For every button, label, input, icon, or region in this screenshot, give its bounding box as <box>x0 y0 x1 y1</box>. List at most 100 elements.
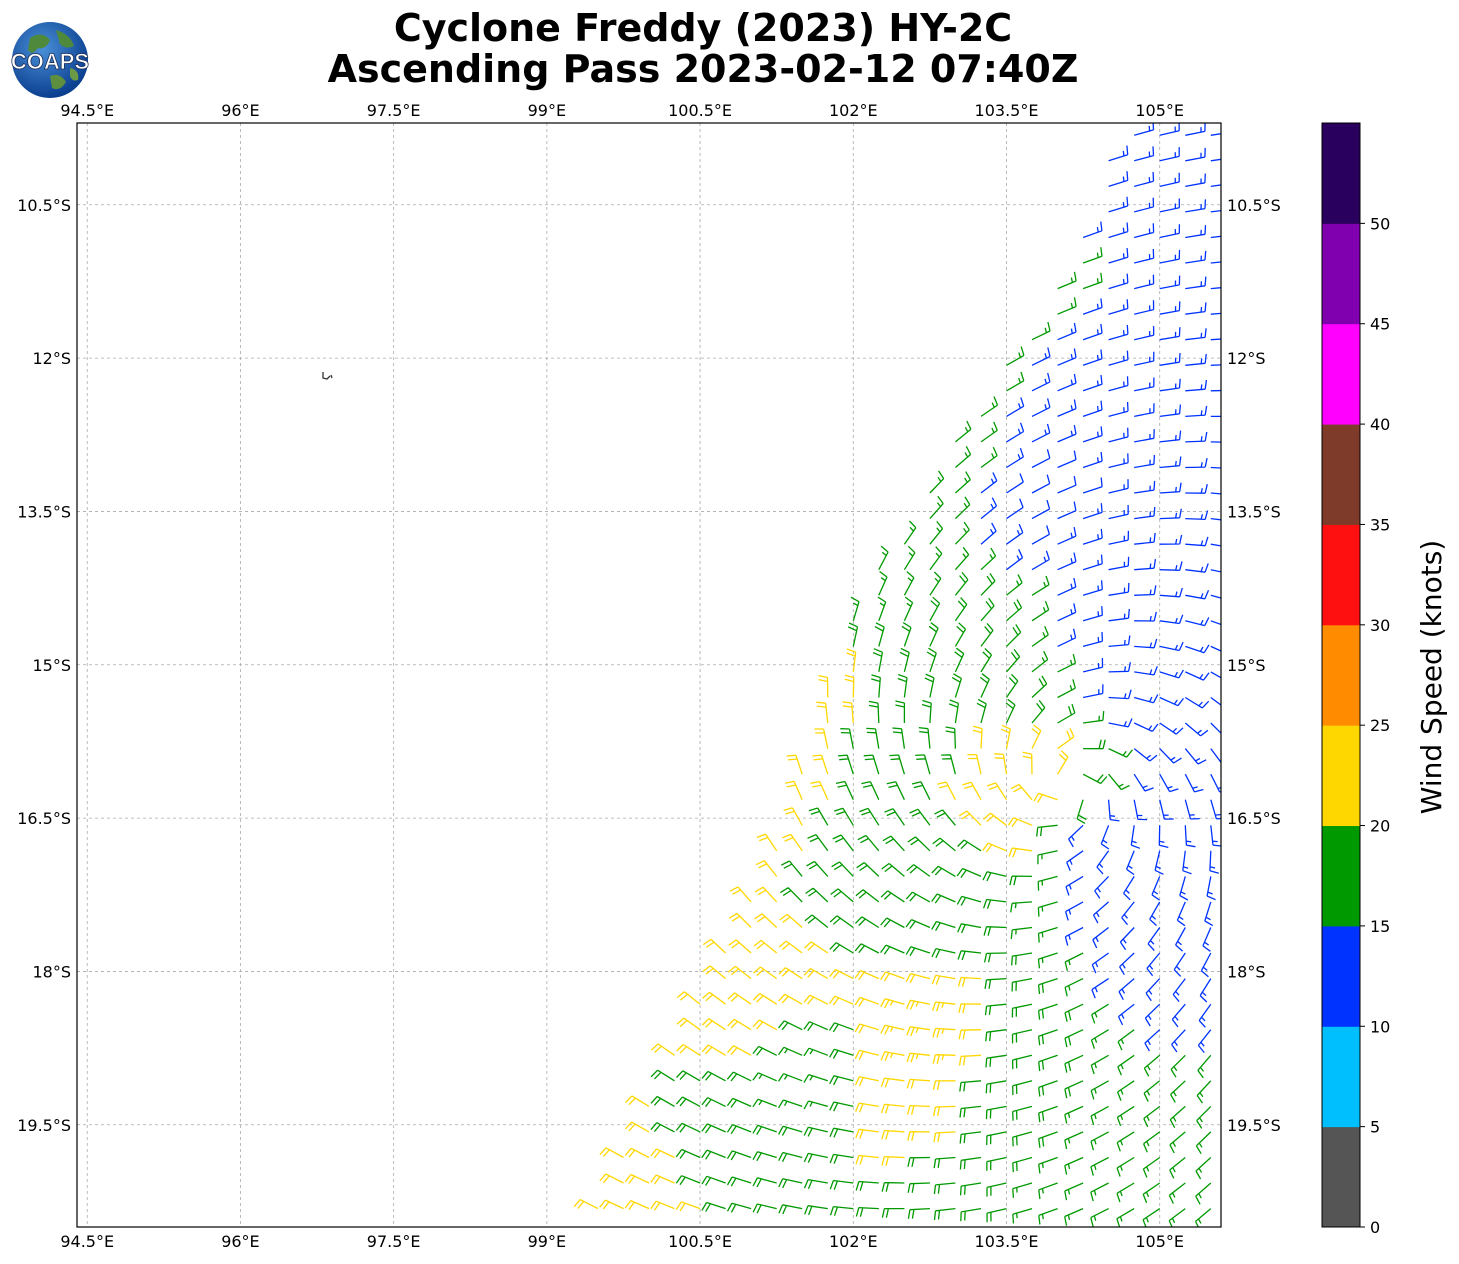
wind-barb <box>831 861 854 877</box>
wind-barb <box>1185 354 1207 366</box>
wind-barbs <box>573 123 1221 1227</box>
wind-barb <box>780 860 803 877</box>
wind-barb <box>1012 1105 1033 1121</box>
wind-barb <box>1064 901 1084 921</box>
colorbar-bin-50-55 <box>1322 123 1360 224</box>
wind-barb <box>980 446 998 469</box>
wind-barb <box>1057 679 1076 699</box>
wind-barb <box>599 1173 624 1184</box>
wind-barb <box>881 862 905 877</box>
wind-barb <box>958 1003 982 1014</box>
wind-barb <box>625 1095 650 1107</box>
wind-barb <box>884 808 905 826</box>
wind-barb <box>980 421 998 443</box>
wind-barb <box>954 521 970 545</box>
chart-title-line-1: Cyclone Freddy (2023) HY-2C <box>393 6 1013 50</box>
wind-barb <box>983 952 1007 963</box>
wind-barb <box>1082 349 1103 366</box>
wind-barb <box>954 496 971 520</box>
wind-barb <box>906 1052 930 1063</box>
wind-barb <box>1145 978 1161 1002</box>
wind-barb <box>854 916 880 929</box>
wind-barb <box>986 1131 1007 1146</box>
wind-barb <box>967 753 982 775</box>
wind-barb <box>906 1078 930 1089</box>
x-tick-label-bottom: 96°E <box>221 1232 259 1251</box>
colorbar-label: Wind Speed (knots) <box>1415 540 1448 814</box>
wind-barb <box>957 923 982 934</box>
wind-barb <box>1210 492 1221 495</box>
wind-barb <box>828 1022 854 1033</box>
wind-barb <box>846 648 857 672</box>
colorbar-bin-35-40 <box>1322 424 1360 525</box>
wind-barb <box>1108 350 1129 366</box>
wind-barb <box>1185 617 1210 627</box>
wind-barb <box>868 700 880 724</box>
wind-barb <box>1031 724 1042 749</box>
wind-barb <box>1031 650 1049 673</box>
wind-barb <box>726 1176 752 1187</box>
wind-barb <box>803 1100 828 1110</box>
wind-barb <box>1134 300 1155 315</box>
wind-barb <box>1057 450 1077 469</box>
wind-barb <box>1171 1029 1186 1053</box>
wind-barb <box>803 1073 829 1083</box>
wind-barb <box>752 1045 777 1056</box>
wind-barb <box>1197 1054 1212 1079</box>
wind-barb <box>924 673 935 698</box>
wind-barb <box>676 991 701 1005</box>
wind-barb <box>1090 1156 1109 1176</box>
wind-barb <box>933 1131 956 1143</box>
wind-barb <box>934 809 956 826</box>
wind-barb <box>1149 901 1161 926</box>
wind-barb <box>1134 274 1155 290</box>
wind-barb <box>829 915 854 929</box>
wind-barb <box>778 940 803 954</box>
wind-barb <box>1168 1182 1186 1204</box>
wind-barb <box>1184 799 1200 820</box>
wind-barb <box>1197 1029 1212 1054</box>
wind-barb <box>1082 426 1103 443</box>
wind-barb <box>1159 561 1183 571</box>
coaps-logo: COAPS <box>10 22 90 98</box>
wind-barb <box>1006 473 1024 494</box>
wind-barb <box>676 1043 701 1056</box>
wind-barb <box>881 1155 905 1166</box>
wind-barb <box>726 1123 752 1135</box>
wind-barb <box>1206 876 1216 901</box>
wind-barb <box>1082 323 1103 341</box>
colorbar-bin-15-20 <box>1322 825 1360 927</box>
wind-barb <box>1057 603 1077 622</box>
wind-barb <box>1011 977 1033 992</box>
wind-barb <box>959 1182 982 1196</box>
wind-barb <box>818 674 829 698</box>
wind-barb <box>882 835 905 852</box>
wind-barb <box>624 1121 650 1133</box>
wind-barb <box>872 648 884 673</box>
wind-barb <box>1031 550 1050 571</box>
wind-barb <box>1185 147 1206 162</box>
wind-barb <box>832 834 854 852</box>
wind-barb <box>814 728 829 749</box>
wind-barb <box>728 939 752 954</box>
wind-barb <box>1038 1207 1058 1225</box>
wind-barb <box>932 837 956 852</box>
wind-barb <box>929 470 945 494</box>
colorbar-bin-25-30 <box>1322 624 1360 726</box>
wind-barb <box>1006 624 1022 647</box>
wind-barb <box>979 673 990 698</box>
wind-barb <box>1057 552 1077 571</box>
wind-barb <box>1033 792 1058 803</box>
wind-barb <box>932 1054 956 1064</box>
wind-barb <box>1082 247 1103 264</box>
wind-barb <box>701 1123 726 1134</box>
wind-barb <box>958 1029 982 1040</box>
wind-barb <box>1169 1105 1186 1129</box>
wind-barb <box>804 1205 828 1216</box>
wind-barb <box>650 1200 675 1211</box>
wind-barb <box>1012 1131 1033 1147</box>
y-tick-label-left: 10.5°S <box>17 196 71 215</box>
wind-barb <box>1006 498 1024 520</box>
wind-barb <box>1012 1080 1033 1096</box>
wind-barb <box>1116 1080 1135 1101</box>
